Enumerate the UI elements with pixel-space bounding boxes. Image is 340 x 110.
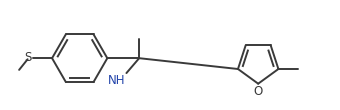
Text: NH: NH	[108, 74, 125, 87]
Text: S: S	[24, 51, 32, 64]
Text: O: O	[254, 85, 263, 98]
